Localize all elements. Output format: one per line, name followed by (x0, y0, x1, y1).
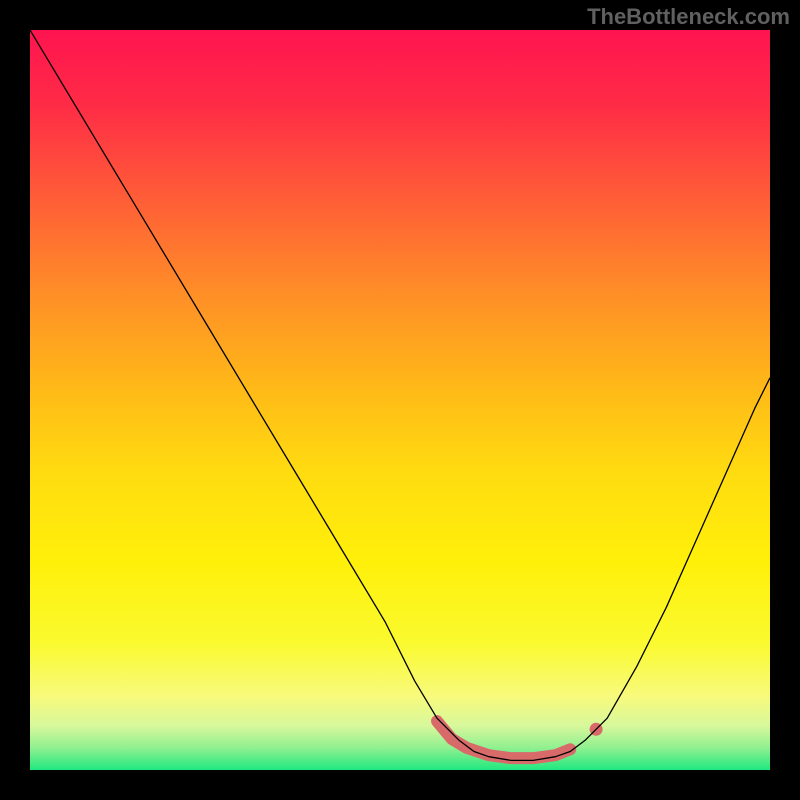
plot-area (30, 30, 770, 770)
curve-layer (30, 30, 770, 770)
watermark-text: TheBottleneck.com (587, 4, 790, 30)
chart-frame: TheBottleneck.com (0, 0, 800, 800)
highlight-segment (437, 721, 570, 758)
bottleneck-curve (30, 30, 770, 760)
